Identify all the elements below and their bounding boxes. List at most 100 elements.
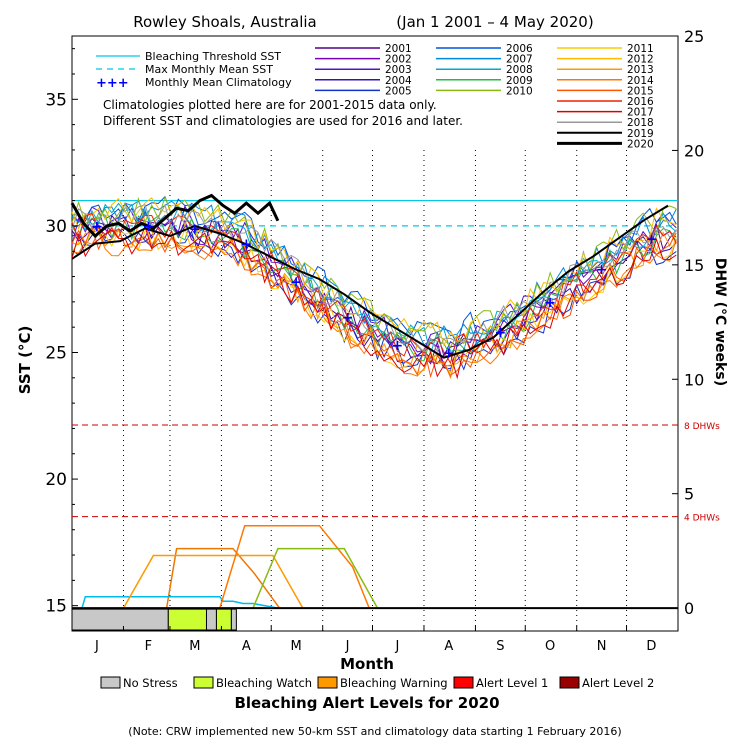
legend-year-2012: 2012 — [627, 54, 654, 66]
dhw-threshold-lines: 8 DHWs 4 DHWs — [72, 422, 720, 524]
sst-series-2013 — [71, 221, 677, 367]
left-tick-label: 25 — [45, 343, 67, 363]
climatology-markers: + + + + + + + + + + + + — [91, 219, 657, 362]
month-label: N — [597, 639, 607, 654]
month-label: M — [291, 639, 302, 654]
legend-year-2004: 2004 — [385, 75, 412, 87]
reference-legend: Bleaching Threshold SST Max Monthly Mean… — [96, 50, 463, 128]
footnote: (Note: CRW implemented new 50-km SST and… — [128, 725, 621, 738]
climatology-marker: + — [189, 221, 201, 237]
climatology-marker: + — [392, 338, 404, 354]
plot-area — [71, 35, 679, 632]
legend-year-2009: 2009 — [506, 75, 533, 87]
climatology-marker: + — [240, 237, 252, 253]
legend-year-2003: 2003 — [385, 64, 412, 76]
legend-year-2002: 2002 — [385, 54, 412, 66]
sst-series-2019 — [71, 204, 669, 359]
dhw-line-label: 8 DHWs — [684, 422, 720, 432]
x-axis-title: Month — [340, 655, 394, 673]
right-tick-label: 20 — [684, 141, 704, 160]
legend-year-2017: 2017 — [627, 107, 654, 119]
climatology-note-2: Different SST and climatologies are used… — [103, 114, 463, 128]
sst-series-2007 — [71, 200, 677, 346]
month-label: J — [94, 639, 99, 654]
climatology-marker: + — [143, 219, 155, 235]
alert-segment — [71, 608, 169, 631]
month-label: F — [145, 639, 152, 654]
alert-segment — [215, 608, 232, 631]
alert-segment — [167, 608, 207, 631]
climatology-marker: + — [646, 232, 658, 248]
chart-title-range: (Jan 1 2001 – 4 May 2020) — [396, 13, 593, 31]
right-tick-label: 5 — [684, 485, 694, 504]
legend-year-2013: 2013 — [627, 64, 654, 76]
month-label: A — [444, 639, 453, 654]
legend-max-monthly-mean: Max Monthly Mean SST — [145, 63, 273, 76]
alert-legend-swatch — [453, 676, 474, 689]
legend-year-2010: 2010 — [506, 85, 533, 97]
alert-legend-label: Bleaching Warning — [340, 676, 448, 690]
year-series-group — [70, 193, 677, 609]
month-gridlines — [122, 150, 628, 631]
sst-series-2020 — [70, 193, 280, 239]
left-tick-label: 30 — [45, 217, 67, 237]
right-tick-label: 10 — [684, 370, 704, 389]
legend-bleaching-threshold: Bleaching Threshold SST — [145, 50, 281, 63]
right-axis: 0 5 10 15 20 25 — [672, 27, 704, 618]
month-label: J — [345, 639, 350, 654]
climatology-marker: + — [290, 275, 302, 291]
alert-legend-swatch — [559, 676, 580, 689]
alert-legend-label: Bleaching Watch — [216, 676, 312, 690]
climatology-marker: + — [342, 310, 354, 326]
climatology-marker: + — [596, 262, 608, 278]
month-label: J — [394, 639, 399, 654]
legend-year-2018: 2018 — [627, 117, 654, 129]
sst-series-2014 — [71, 231, 677, 380]
month-label: S — [496, 639, 504, 654]
left-axis: 15 20 25 30 35 — [45, 48, 78, 617]
climatology-note-1: Climatologies plotted here are for 2001-… — [103, 98, 437, 112]
left-tick-label: 15 — [45, 597, 67, 617]
dhw-series-2014 — [219, 524, 370, 609]
legend-year-2001: 2001 — [385, 43, 412, 55]
right-tick-label: 25 — [684, 27, 704, 46]
legend-year-2006: 2006 — [506, 43, 533, 55]
legend-year-2014: 2014 — [627, 75, 654, 87]
alert-legend-swatch — [317, 676, 338, 689]
month-label: D — [646, 639, 656, 654]
climatology-marker: + — [443, 345, 455, 361]
left-tick-label: 20 — [45, 470, 67, 490]
alert-legend-label: Alert Level 2 — [582, 676, 654, 690]
legend-year-2020: 2020 — [627, 138, 654, 150]
climatology-marker: + — [91, 219, 103, 235]
sst-series-2015 — [71, 225, 677, 379]
legend-climatology: Monthly Mean Climatology — [145, 76, 292, 89]
alert-legend-swatch — [193, 676, 214, 689]
alert-level-bar — [71, 607, 678, 631]
y-axis-title-right: DHW (°C weeks) — [712, 258, 728, 386]
climatology-marker: + — [494, 325, 506, 341]
month-label: O — [545, 639, 555, 654]
sst-series-2018 — [71, 203, 677, 353]
legend-year-2007: 2007 — [506, 54, 533, 66]
alert-legend-label: No Stress — [123, 676, 178, 690]
legend-year-2005: 2005 — [385, 85, 412, 97]
right-tick-label: 15 — [684, 256, 704, 275]
legend-year-2016: 2016 — [627, 96, 654, 108]
chart-title-location: Rowley Shoals, Australia — [133, 13, 317, 31]
alert-levels-legend: No Stress Bleaching Watch Bleaching Warnin… — [100, 676, 654, 690]
legend-climatology-marker: +++ — [96, 76, 129, 91]
dhw-series-2020 — [81, 595, 279, 609]
month-label: M — [189, 639, 200, 654]
alert-segment — [205, 608, 217, 631]
month-label: A — [242, 639, 251, 654]
alert-legend-label: Alert Level 1 — [476, 676, 548, 690]
dhw-series-2013 — [122, 554, 313, 609]
dhw-line-label: 4 DHWs — [684, 514, 720, 524]
sst-series-2016 — [71, 212, 677, 365]
alert-segment — [230, 608, 237, 631]
climatology-marker: + — [544, 295, 556, 311]
